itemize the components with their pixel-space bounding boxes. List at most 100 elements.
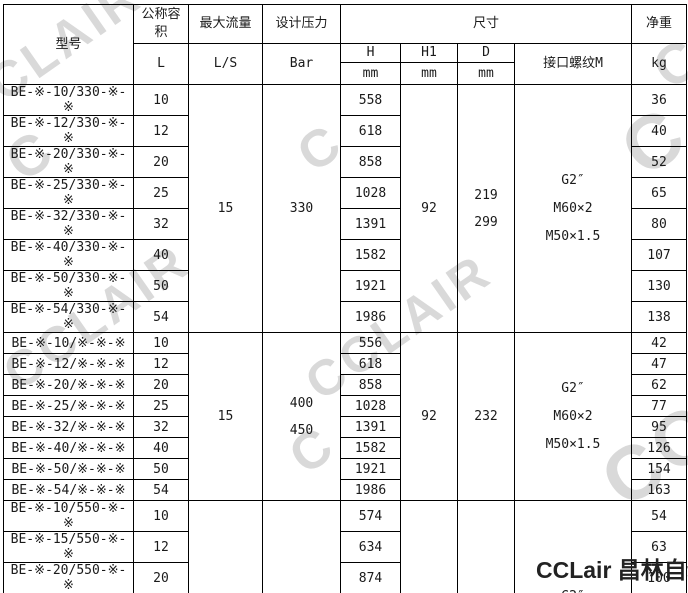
height-cell: 618 xyxy=(340,115,401,147)
table-body: BE-※-10/330-※-※ 10 15 330 558 92 219 299 G2″ M6… xyxy=(3,84,687,593)
volume-cell: 20 xyxy=(133,562,189,593)
header-volume-title: 公称容积 xyxy=(133,4,189,44)
model-cell: BE-※-20/550-※-※ xyxy=(3,562,134,593)
height-cell: 1391 xyxy=(340,208,401,240)
model-cell: BE-※-10/330-※-※ xyxy=(3,84,134,116)
header-pressure-unit: Bar xyxy=(262,43,341,85)
model-cell: BE-※-32/※-※-※ xyxy=(3,416,134,438)
model-cell: BE-※-20/330-※-※ xyxy=(3,146,134,178)
height-cell: 1582 xyxy=(340,437,401,459)
model-cell: BE-※-50/※-※-※ xyxy=(3,458,134,480)
table-row: BE-※-50/※-※-※ 50 1921 154 xyxy=(3,458,687,480)
header-d: D xyxy=(457,43,515,63)
table-row: BE-※-12/330-※-※ 12 618 40 xyxy=(3,115,687,147)
height-cell: 874 xyxy=(340,562,401,593)
diameter-cell: 232 xyxy=(457,332,515,501)
weight-cell: 42 xyxy=(631,332,687,354)
model-cell: BE-※-54/※-※-※ xyxy=(3,479,134,501)
header-model: 型号 xyxy=(3,4,134,85)
model-cell: BE-※-12/※-※-※ xyxy=(3,353,134,375)
weight-cell: 95 xyxy=(631,416,687,438)
height-cell: 1028 xyxy=(340,177,401,209)
weight-cell: 36 xyxy=(631,84,687,116)
header-row-1: 型号 公称容积 最大流量 设计压力 尺寸 净重 xyxy=(3,4,687,85)
spec-table: 型号 公称容积 最大流量 设计压力 尺寸 净重 L L/S Bar H H1 D… xyxy=(3,4,687,593)
volume-cell: 25 xyxy=(133,395,189,417)
table-row: BE-※-12/※-※-※ 12 618 47 xyxy=(3,353,687,375)
table-row: BE-※-10/550-※-※101555057492245G2″ M60×2 … xyxy=(3,500,687,593)
weight-cell: 54 xyxy=(631,500,687,532)
height-cell: 858 xyxy=(340,146,401,178)
model-cell: BE-※-15/550-※-※ xyxy=(3,531,134,563)
header-size-title: 尺寸 xyxy=(340,4,632,44)
table-row: BE-※-20/550-※-※ 20 874 100 xyxy=(3,562,687,593)
height-cell: 858 xyxy=(340,374,401,396)
header-row-2: L L/S Bar H H1 D 接口螺纹M kg xyxy=(4,43,687,85)
flow-cell: 15 xyxy=(188,84,263,333)
volume-cell: 10 xyxy=(133,500,189,532)
thread-cell: G2″ M60×2 M50×1.5 xyxy=(514,500,632,593)
table-row: BE-※-54/※-※-※ 54 1986 163 xyxy=(3,479,687,501)
weight-cell: 130 xyxy=(631,270,687,302)
header-flow-unit: L/S xyxy=(188,43,263,85)
weight-cell: 65 xyxy=(631,177,687,209)
h1-cell: 92 xyxy=(400,500,458,593)
flow-cell: 15 xyxy=(188,332,263,501)
volume-cell: 20 xyxy=(133,146,189,178)
pressure-cell: 330 xyxy=(262,84,341,333)
model-cell: BE-※-20/※-※-※ xyxy=(3,374,134,396)
model-cell: BE-※-10/550-※-※ xyxy=(3,500,134,532)
volume-cell: 54 xyxy=(133,479,189,501)
weight-cell: 163 xyxy=(631,479,687,501)
height-cell: 574 xyxy=(340,500,401,532)
table-row: BE-※-32/※-※-※ 32 1391 95 xyxy=(3,416,687,438)
volume-cell: 40 xyxy=(133,437,189,459)
weight-cell: 107 xyxy=(631,239,687,271)
weight-cell: 52 xyxy=(631,146,687,178)
flow-cell: 15 xyxy=(188,500,263,593)
volume-cell: 50 xyxy=(133,270,189,302)
model-cell: BE-※-40/※-※-※ xyxy=(3,437,134,459)
h1-cell: 92 xyxy=(400,84,458,333)
height-cell: 1986 xyxy=(340,479,401,501)
height-cell: 556 xyxy=(340,332,401,354)
volume-cell: 54 xyxy=(133,301,189,333)
thread-cell: G2″ M60×2 M50×1.5 xyxy=(514,332,632,501)
height-cell: 1582 xyxy=(340,239,401,271)
weight-cell: 154 xyxy=(631,458,687,480)
volume-cell: 12 xyxy=(133,353,189,375)
height-cell: 1986 xyxy=(340,301,401,333)
pressure-cell: 400 450 xyxy=(262,332,341,501)
header-h-mm: mm xyxy=(340,62,401,85)
table-row: BE-※-20/330-※-※ 20 858 52 xyxy=(3,146,687,178)
volume-cell: 10 xyxy=(133,84,189,116)
header-h1: H1 xyxy=(400,43,458,63)
volume-cell: 12 xyxy=(133,531,189,563)
weight-cell: 63 xyxy=(631,531,687,563)
header-weight-title: 净重 xyxy=(631,4,687,44)
table-row: BE-※-50/330-※-※ 50 1921 130 xyxy=(3,270,687,302)
table-row: BE-※-25/※-※-※ 25 1028 77 xyxy=(3,395,687,417)
header-d-mm: mm xyxy=(457,62,515,85)
model-cell: BE-※-50/330-※-※ xyxy=(3,270,134,302)
volume-cell: 10 xyxy=(133,332,189,354)
height-cell: 1921 xyxy=(340,458,401,480)
header-h: H xyxy=(340,43,401,63)
weight-cell: 62 xyxy=(631,374,687,396)
table-header: 型号 公称容积 最大流量 设计压力 尺寸 净重 L L/S Bar H H1 D… xyxy=(3,4,687,85)
header-flow-title: 最大流量 xyxy=(188,4,263,44)
model-cell: BE-※-32/330-※-※ xyxy=(3,208,134,240)
table-row: BE-※-10/※-※-※ 10 15 400 450 556 92 232 G2″ M60×… xyxy=(3,332,687,501)
brand-logo: CCLair 昌林自动化 xyxy=(536,557,688,583)
weight-cell: 40 xyxy=(631,115,687,147)
diameter-cell: 245 xyxy=(457,500,515,593)
model-cell: BE-※-12/330-※-※ xyxy=(3,115,134,147)
volume-cell: 32 xyxy=(133,416,189,438)
volume-cell: 25 xyxy=(133,177,189,209)
header-h1-mm: mm xyxy=(400,62,458,85)
diameter-cell: 219 299 xyxy=(457,84,515,333)
header-volume-unit: L xyxy=(133,43,189,85)
table-row: BE-※-10/330-※-※ 10 15 330 558 92 219 299 G2″ M6… xyxy=(3,84,687,333)
thread-cell: G2″ M60×2 M50×1.5 xyxy=(514,84,632,333)
